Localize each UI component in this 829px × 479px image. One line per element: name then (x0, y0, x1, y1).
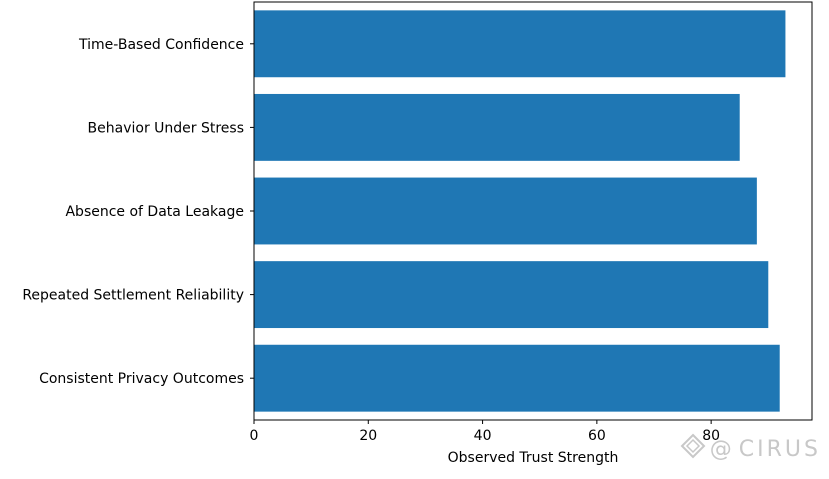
bar (254, 177, 757, 245)
x-tick-label: 40 (474, 428, 492, 444)
x-tick-label: 20 (359, 428, 377, 444)
y-tick-label: Behavior Under Stress (88, 120, 244, 136)
x-tick-label: 60 (588, 428, 606, 444)
bar (254, 93, 740, 161)
ticks-layer: Consistent Privacy Outcomes Repeated Sett… (22, 37, 720, 444)
y-tick-label: Absence of Data Leakage (65, 204, 244, 220)
y-tick-label: Time-Based Confidence (78, 37, 244, 53)
bar (254, 344, 780, 412)
bars-layer (254, 10, 786, 412)
bar (254, 261, 769, 329)
x-tick-label: 0 (250, 428, 259, 444)
y-tick-label: Consistent Privacy Outcomes (39, 371, 244, 387)
bar (254, 10, 786, 78)
x-axis-label: Observed Trust Strength (448, 450, 619, 466)
x-tick-label: 80 (702, 428, 720, 444)
y-tick-label: Repeated Settlement Reliability (22, 288, 244, 304)
